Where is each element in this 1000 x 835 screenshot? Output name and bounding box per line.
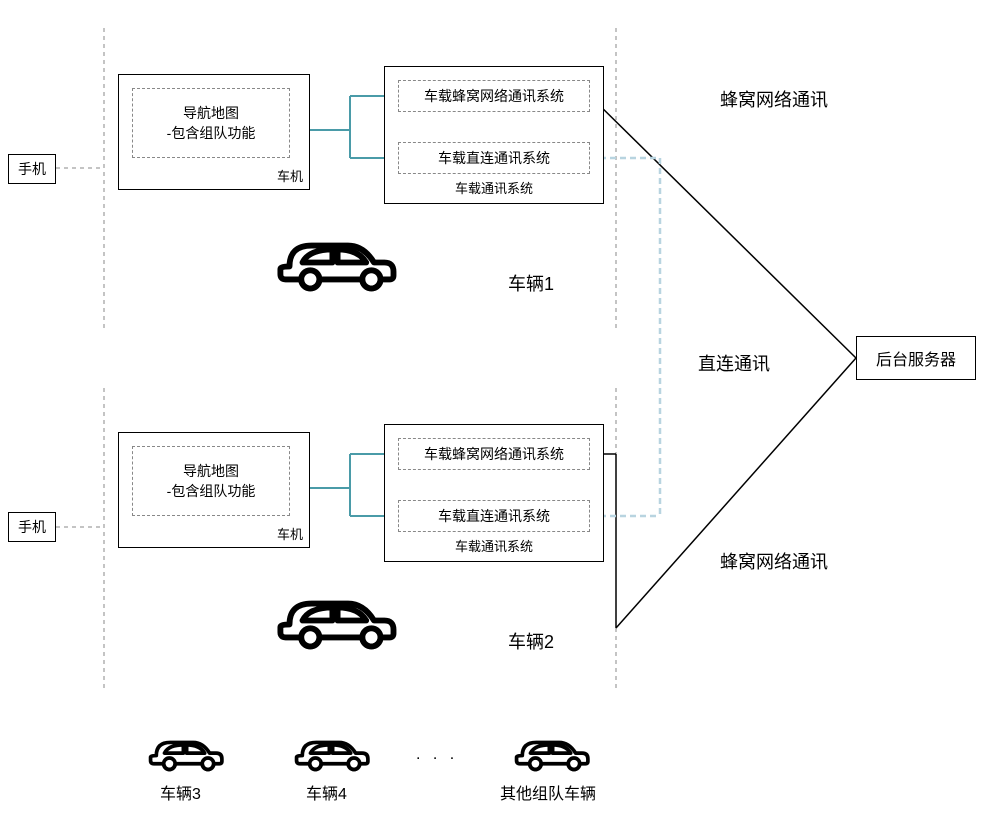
cellular-label: 车载蜂窝网络通讯系统 [424,444,564,464]
vehicle4-label: 车辆4 [306,780,347,804]
phone-box-1: 手机 [8,154,56,184]
car-icon [510,724,592,774]
cellular-label: 车载蜂窝网络通讯系统 [424,86,564,106]
vehicle3-label: 车辆3 [160,780,201,804]
cellular-box-2: 车载蜂窝网络通讯系统 [398,438,590,470]
cellular-comm-label-2: 蜂窝网络通讯 [720,548,828,574]
server-box: 后台服务器 [856,336,976,380]
phone-label: 手机 [18,159,46,179]
direct-label: 车载直连通讯系统 [438,148,550,168]
vehicle2-label: 车辆2 [508,628,554,654]
carmachine-label: 车机 [277,524,303,543]
car-icon [270,216,400,296]
navmap-line2: -包含组队功能 [167,123,256,143]
phone-label: 手机 [18,517,46,537]
carmachine-label: 车机 [277,166,303,185]
direct-box-2: 车载直连通讯系统 [398,500,590,532]
navmap-line1: 导航地图 [183,103,239,123]
direct-box-1: 车载直连通讯系统 [398,142,590,174]
vehicle1-label: 车辆1 [508,270,554,296]
server-label: 后台服务器 [876,346,956,370]
navmap-line2: -包含组队功能 [167,481,256,501]
ellipsis-label: . . . [416,746,458,764]
phone-box-2: 手机 [8,512,56,542]
commsystem-label: 车载通讯系统 [455,536,533,555]
car-icon [290,724,372,774]
navmap-line1: 导航地图 [183,461,239,481]
direct-comm-label: 直连通讯 [698,350,770,376]
other-vehicles-label: 其他组队车辆 [500,780,596,804]
commsystem-label: 车载通讯系统 [455,178,533,197]
cellular-comm-label-1: 蜂窝网络通讯 [720,86,828,112]
car-icon [144,724,226,774]
cellular-box-1: 车载蜂窝网络通讯系统 [398,80,590,112]
car-icon [270,574,400,654]
navmap-box-2: 导航地图 -包含组队功能 [132,446,290,516]
navmap-box-1: 导航地图 -包含组队功能 [132,88,290,158]
direct-label: 车载直连通讯系统 [438,506,550,526]
